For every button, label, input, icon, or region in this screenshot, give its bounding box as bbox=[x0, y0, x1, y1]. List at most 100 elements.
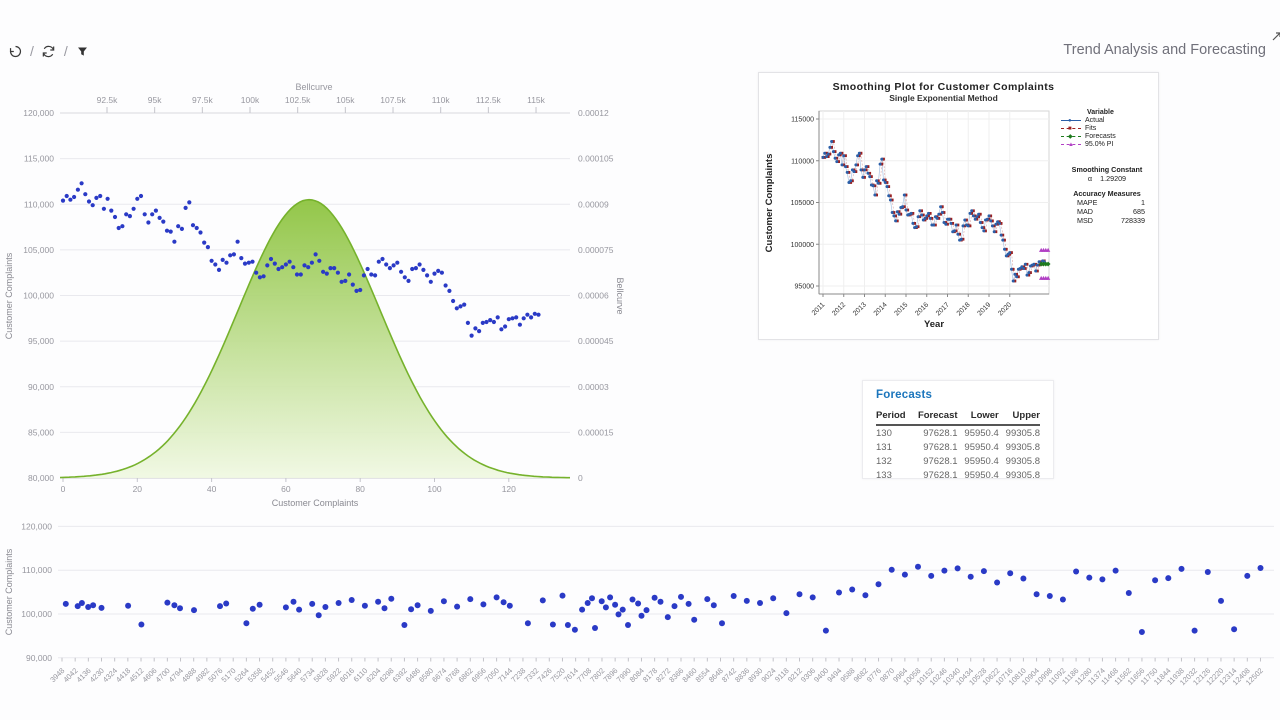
forecast-row: 131 97628.1 95950.4 99305.8 bbox=[876, 440, 1040, 454]
actual-line-sample: ● bbox=[1061, 118, 1081, 124]
smoothing-plot-subtitle: Single Exponential Method bbox=[889, 93, 998, 103]
forecast-cell: 97628.1 bbox=[923, 427, 958, 439]
svg-text:112.5k: 112.5k bbox=[476, 95, 502, 105]
accuracy-label: MAD bbox=[1077, 207, 1093, 216]
forecast-cell: 131 bbox=[876, 441, 892, 453]
svg-text:90,000: 90,000 bbox=[28, 382, 54, 392]
svg-text:Customer Complaints: Customer Complaints bbox=[4, 548, 14, 635]
svg-text:102.5k: 102.5k bbox=[285, 95, 311, 105]
legend-label: Forecasts bbox=[1085, 132, 1116, 140]
refresh-icon[interactable] bbox=[40, 42, 58, 60]
legend-item-actual[interactable]: ● Actual bbox=[1061, 116, 1157, 124]
svg-text:0.00003: 0.00003 bbox=[578, 382, 609, 392]
svg-text:90,000: 90,000 bbox=[26, 653, 52, 663]
smoothing-legend: Variable ● Actual ■ Fits ◆ Forecasts ▲ 9… bbox=[1061, 109, 1157, 149]
forecast-cell: 97628.1 bbox=[923, 441, 958, 453]
bellcurve-area bbox=[60, 199, 570, 478]
accuracy-label: MSD bbox=[1077, 216, 1093, 225]
svg-text:105000: 105000 bbox=[791, 200, 814, 207]
toolbar-separator: / bbox=[30, 43, 34, 59]
svg-text:80,000: 80,000 bbox=[28, 473, 54, 483]
forecast-cell: 130 bbox=[876, 427, 892, 439]
legend-label: Actual bbox=[1085, 116, 1105, 124]
accuracy-value: 685 bbox=[1133, 207, 1145, 216]
svg-text:0.000075: 0.000075 bbox=[578, 245, 614, 255]
forecasts-line-sample: ◆ bbox=[1061, 134, 1081, 140]
fits-markers bbox=[821, 140, 1046, 283]
svg-text:100k: 100k bbox=[241, 95, 260, 105]
svg-text:100: 100 bbox=[427, 484, 441, 494]
forecast-cell: 99305.8 bbox=[1005, 455, 1040, 467]
svg-text:2016: 2016 bbox=[914, 301, 930, 317]
pi-line-sample: ▲ bbox=[1061, 142, 1081, 148]
accuracy-row: MSD 728339 bbox=[1059, 216, 1155, 225]
svg-text:100000: 100000 bbox=[791, 242, 814, 249]
svg-text:107.5k: 107.5k bbox=[380, 95, 406, 105]
alpha-symbol: α bbox=[1087, 174, 1093, 183]
accuracy-title: Accuracy Measures bbox=[1073, 189, 1141, 198]
svg-text:2012: 2012 bbox=[831, 301, 847, 317]
svg-text:0: 0 bbox=[61, 484, 66, 494]
forecast-cell: 95950.4 bbox=[964, 469, 999, 481]
pi-markers bbox=[1039, 247, 1051, 280]
accuracy-measures-block: Accuracy Measures MAPE 1 MAD 685 MSD 728… bbox=[1059, 189, 1155, 225]
svg-text:2011: 2011 bbox=[811, 301, 827, 317]
actual-markers bbox=[821, 140, 1046, 283]
toolbar: / / bbox=[6, 42, 92, 60]
forecast-row: 133 97628.1 95950.4 99305.8 bbox=[876, 468, 1040, 482]
svg-text:120: 120 bbox=[502, 484, 516, 494]
legend-label: 95.0% PI bbox=[1085, 141, 1114, 149]
svg-text:105k: 105k bbox=[336, 95, 355, 105]
forecast-col-header: Upper bbox=[998, 409, 1040, 426]
forecast-cell: 132 bbox=[876, 455, 892, 467]
svg-text:40: 40 bbox=[207, 484, 217, 494]
forecast-row: 130 97628.1 95950.4 99305.8 bbox=[876, 425, 1040, 440]
svg-text:0.000015: 0.000015 bbox=[578, 427, 614, 437]
svg-text:Bellcurve: Bellcurve bbox=[295, 82, 332, 92]
alpha-value: 1.29209 bbox=[1100, 174, 1127, 183]
forecasts-table[interactable]: Period Forecast Lower Upper 130 97628.1 95950… bbox=[876, 409, 1040, 482]
forecast-cell: 95950.4 bbox=[964, 427, 999, 439]
smoothing-plot-canvas[interactable]: 115000 110000 105000 100000 95000 2011 2012 201… bbox=[759, 73, 1158, 339]
accuracy-value: 1 bbox=[1141, 198, 1145, 207]
toolbar-separator: / bbox=[63, 43, 68, 59]
svg-text:2020: 2020 bbox=[997, 301, 1013, 317]
svg-text:2019: 2019 bbox=[976, 301, 992, 317]
smoothing-constant-block: Smoothing Constant α 1.29209 bbox=[1059, 165, 1155, 183]
forecast-cell: 133 bbox=[876, 469, 892, 481]
filter-icon[interactable] bbox=[74, 42, 92, 60]
forecast-col-header: Period bbox=[876, 409, 910, 426]
forecast-cell: 97628.1 bbox=[923, 455, 958, 467]
svg-text:110000: 110000 bbox=[791, 158, 814, 165]
svg-text:2014: 2014 bbox=[873, 301, 889, 317]
legend-item-forecasts[interactable]: ◆ Forecasts bbox=[1061, 132, 1157, 140]
svg-text:0.000045: 0.000045 bbox=[578, 336, 614, 346]
scatter-points bbox=[60, 181, 541, 338]
undo-history-icon[interactable] bbox=[6, 42, 24, 60]
forecast-col-header: Forecast bbox=[910, 409, 958, 426]
complaints-bellcurve-chart[interactable]: 120,000 0.00012 115,000 0.000105 110,000 0.00… bbox=[0, 72, 650, 517]
svg-text:115k: 115k bbox=[527, 95, 546, 105]
svg-text:80: 80 bbox=[355, 484, 365, 494]
svg-text:2015: 2015 bbox=[893, 301, 909, 317]
bottom-scatter-chart[interactable]: 120,000 110,000 100,000 90,000 Customer Comp… bbox=[0, 510, 1280, 720]
legend-item-pi[interactable]: ▲ 95.0% PI bbox=[1061, 141, 1157, 149]
svg-text:97.5k: 97.5k bbox=[192, 95, 214, 105]
svg-text:100,000: 100,000 bbox=[23, 291, 54, 301]
svg-text:100,000: 100,000 bbox=[21, 609, 52, 619]
svg-text:110,000: 110,000 bbox=[22, 565, 52, 575]
svg-text:Year: Year bbox=[924, 319, 944, 330]
expand-icon[interactable] bbox=[1269, 28, 1280, 44]
forecasts-card: Forecasts Period Forecast Lower Upper 130 97… bbox=[862, 380, 1054, 482]
svg-text:85,000: 85,000 bbox=[28, 427, 54, 437]
legend-item-fits[interactable]: ■ Fits bbox=[1061, 124, 1157, 132]
svg-text:0.00012: 0.00012 bbox=[578, 108, 609, 118]
forecast-cell: 95950.4 bbox=[964, 441, 999, 453]
svg-text:110,000: 110,000 bbox=[24, 199, 54, 209]
forecast-row: 132 97628.1 95950.4 99305.8 bbox=[876, 454, 1040, 468]
svg-text:92.5k: 92.5k bbox=[97, 95, 119, 105]
legend-title: Variable bbox=[1087, 109, 1114, 116]
svg-text:95k: 95k bbox=[148, 95, 162, 105]
svg-text:110k: 110k bbox=[432, 95, 451, 105]
forecast-cell: 95950.4 bbox=[964, 455, 999, 467]
